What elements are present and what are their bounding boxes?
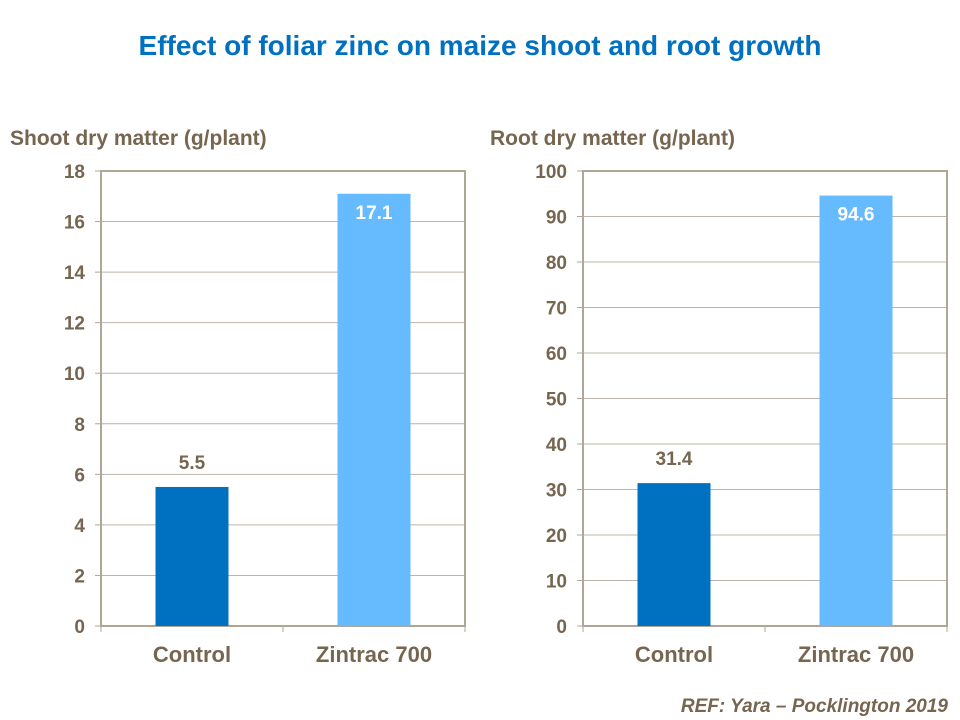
y-tick-label: 10 [546,572,567,593]
y-tick-label: 90 [546,208,567,229]
y-tick-label: 12 [64,314,85,335]
y-tick-label: 30 [546,481,567,502]
data-label: 94.6 [838,205,875,226]
y-tick-label: 4 [74,516,85,537]
y-tick-label: 0 [556,617,567,638]
y-axis-label: Shoot dry matter (g/plant) [10,127,267,150]
y-tick-label: 14 [64,263,86,284]
x-category-label: Zintrac 700 [316,642,432,667]
y-tick-label: 40 [546,435,567,456]
reference-note: REF: Yara – Pocklington 2019 [680,696,948,717]
y-tick-label: 8 [74,415,85,436]
bar-zintrac-700 [337,193,411,626]
x-category-label: Zintrac 700 [798,642,914,667]
bar-zintrac-700 [819,195,893,626]
data-label: 31.4 [656,449,693,470]
data-label: 17.1 [356,203,393,224]
x-category-label: Control [153,642,231,667]
y-tick-label: 80 [546,253,567,274]
x-category-label: Control [635,642,713,667]
y-tick-label: 0 [74,617,85,638]
y-tick-label: 6 [74,465,85,486]
y-tick-label: 100 [535,162,567,183]
y-tick-label: 2 [74,566,85,587]
bar-control [155,486,229,626]
y-tick-label: 18 [64,162,85,183]
y-tick-label: 50 [546,390,567,411]
y-tick-label: 10 [64,364,85,385]
y-tick-label: 20 [546,526,567,547]
data-label: 5.5 [179,453,206,474]
y-tick-label: 70 [546,299,567,320]
y-tick-label: 60 [546,344,567,365]
page-title: Effect of foliar zinc on maize shoot and… [138,30,822,61]
bar-control [637,483,711,626]
y-axis-label: Root dry matter (g/plant) [490,127,735,150]
y-tick-label: 16 [64,213,85,234]
